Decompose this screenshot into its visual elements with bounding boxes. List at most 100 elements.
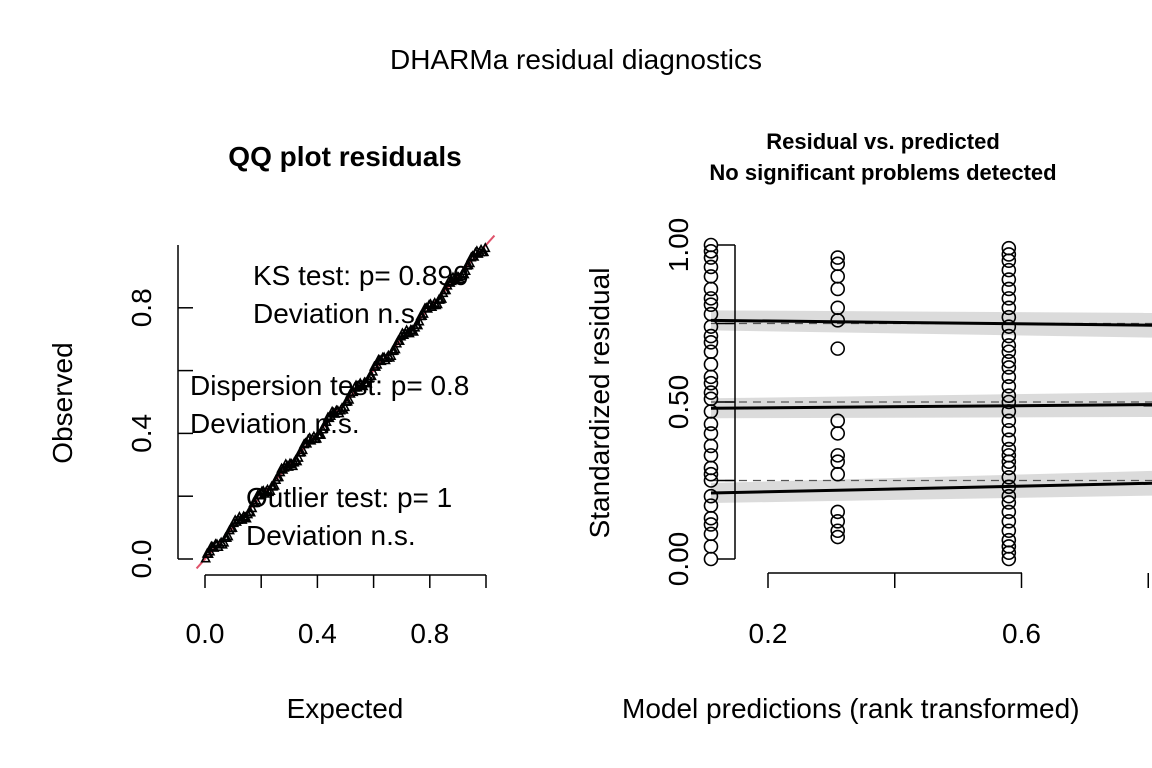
qq-y-tick-label: 0.0 [126, 540, 157, 579]
residual-point [703, 391, 719, 407]
residual-point [830, 413, 846, 429]
residual-point [830, 514, 846, 529]
residual-point [830, 523, 846, 539]
qq-point [339, 401, 351, 412]
rp-axes: 0.20.61.00.000.501.00 [663, 218, 1149, 649]
residual-point [703, 426, 719, 441]
residual-point [830, 529, 846, 545]
qq-point [293, 451, 304, 462]
residual-point [830, 250, 846, 265]
residual-point [830, 504, 846, 520]
qq-point [390, 343, 401, 354]
rp-x-tick-label: 0.6 [1002, 618, 1041, 649]
figure-title: DHARMa residual diagnostics [390, 44, 762, 75]
residual-point [703, 344, 719, 360]
qq-point [269, 479, 280, 490]
qq-test-annotations: KS test: p= 0.890 Deviation n.s. Dispers… [190, 260, 469, 551]
residual-point [703, 269, 719, 284]
residual-point [1001, 539, 1017, 554]
qq-point [250, 494, 262, 505]
residual-point [1001, 488, 1017, 504]
qq-x-tick-label: 0.0 [186, 618, 225, 649]
qq-plot-title: QQ plot residuals [228, 141, 461, 172]
rp-y-tick-label: 1.00 [663, 218, 694, 273]
qq-axes: 0.0 0.4 0.8 0.0 0.4 0.8 [126, 245, 487, 649]
residual-point [703, 526, 719, 542]
rp-y-tick-label: 0.00 [663, 532, 694, 587]
qq-point [479, 242, 491, 253]
residual-point [1001, 328, 1017, 344]
qq-y-tick-label: 0.4 [126, 414, 157, 453]
residual-point [1001, 378, 1017, 394]
ks-deviation-label: Deviation n.s. [253, 298, 423, 329]
residual-point [703, 328, 719, 344]
qq-point [402, 326, 414, 337]
residual-point [703, 375, 719, 391]
residual-point [830, 269, 846, 284]
residual-point [830, 341, 846, 356]
residual-point [830, 300, 846, 316]
outlier-test-label: Outlier test: p= 1 [246, 482, 452, 513]
residual-point [1001, 394, 1017, 410]
residual-point [703, 281, 719, 297]
qq-y-axis-label: Observed [47, 342, 78, 463]
residual-point [1001, 262, 1017, 278]
residual-point [703, 466, 719, 482]
qq-point [464, 257, 476, 268]
residual-point [830, 256, 846, 272]
residual-point [703, 539, 719, 554]
residual-point [703, 551, 719, 567]
residual-point [830, 454, 846, 469]
residual-point [703, 291, 719, 306]
quantile-regression-lines [710, 318, 1152, 495]
residual-point [1001, 523, 1017, 539]
qq-point [394, 335, 405, 346]
residual-point [703, 385, 719, 400]
residual-vs-predicted-panel: Residual vs. predicted No significant pr… [584, 129, 1152, 724]
residual-point [830, 466, 846, 482]
residual-point [1001, 448, 1017, 463]
qq-point [218, 536, 230, 547]
qq-point [319, 420, 331, 431]
rp-y-tick-label: 0.50 [663, 375, 694, 430]
residual-point [703, 438, 719, 454]
qq-point [367, 365, 379, 376]
quantile-regression-line [710, 318, 1152, 327]
residual-point [1001, 495, 1017, 510]
qq-point [315, 428, 327, 439]
residual-point [1001, 353, 1017, 369]
residual-point [1001, 360, 1017, 375]
outlier-deviation-label: Deviation n.s. [246, 520, 416, 551]
qq-point [246, 502, 258, 513]
residual-point [1001, 369, 1017, 385]
residual-point [1001, 281, 1017, 297]
qq-point [385, 349, 397, 360]
qq-point [440, 284, 452, 295]
residual-point [1001, 247, 1017, 262]
residual-point [703, 498, 719, 513]
qq-y-tick-label: 0.8 [126, 288, 157, 327]
qq-point [430, 299, 442, 310]
rp-x-axis-label: Model predictions (rank transformed) [622, 693, 1080, 724]
qq-point [222, 530, 234, 541]
qq-x-tick-label: 0.4 [298, 618, 337, 649]
residual-point [1001, 514, 1017, 529]
rp-title: Residual vs. predicted [766, 129, 1000, 154]
qq-point [343, 393, 355, 404]
residual-point [1001, 272, 1017, 287]
residual-point [1001, 344, 1017, 360]
qq-point [413, 315, 425, 326]
residual-point [1001, 291, 1017, 306]
residual-point [703, 357, 719, 372]
residual-point [703, 297, 719, 312]
residual-point [703, 448, 719, 463]
qq-points [200, 242, 491, 563]
quantile-regression-line [710, 403, 1152, 410]
residual-point [703, 488, 719, 504]
qq-point [297, 444, 308, 455]
qq-point [361, 377, 373, 388]
residual-point [1001, 413, 1017, 429]
dispersion-test-label: Dispersion test: p= 0.8 [190, 370, 469, 401]
residual-point [1001, 441, 1017, 457]
